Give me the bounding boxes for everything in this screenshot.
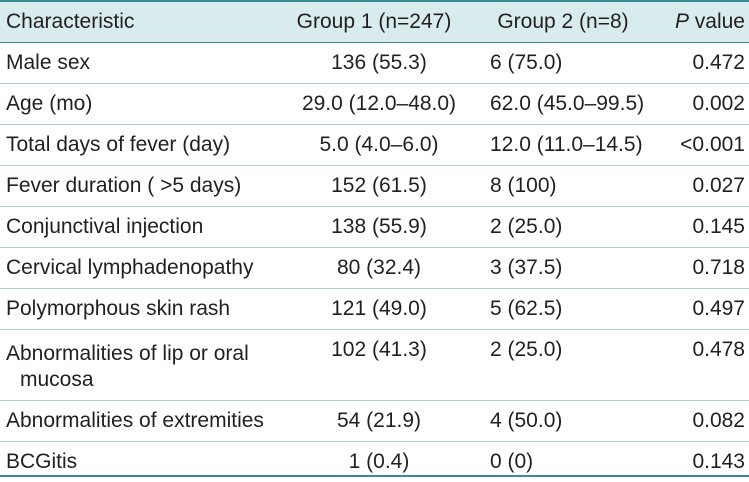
cell-characteristic: Male sex <box>6 50 91 74</box>
cell-group1: 121 (49.0) <box>284 287 464 329</box>
cell-p-value: 0.082 <box>662 399 749 441</box>
cell-group2: 2 (25.0) <box>464 328 662 400</box>
table-row: Polymorphous skin rash 121 (49.0) 5 (62.… <box>0 287 749 329</box>
cell-group2: 4 (50.0) <box>464 399 662 441</box>
cell-group1: 29.0 (12.0–48.0) <box>284 82 464 124</box>
cell-p-value: 0.027 <box>662 164 749 206</box>
cell-characteristic: BCGitis <box>0 440 284 482</box>
table-row: BCGitis 1 (0.4) 0 (0) 0.143 <box>0 440 749 482</box>
header-characteristic: Characteristic <box>0 2 284 43</box>
cell-group1: 80 (32.4) <box>284 246 464 288</box>
cell-group1: 136 (55.3) <box>331 50 427 74</box>
cell-group2: 62.0 (45.0–99.5) <box>464 82 662 124</box>
cell-group1: 1 (0.4) <box>284 440 464 482</box>
header-p-value: P value <box>662 2 749 43</box>
header-p-italic: P <box>674 9 689 33</box>
cell-p-value: 0.472 <box>692 50 745 74</box>
header-p-rest: value <box>688 9 745 33</box>
table-row: Fever duration ( >5 days) 152 (61.5) 8 (… <box>0 164 749 206</box>
table-row: Age (mo) 29.0 (12.0–48.0) 62.0 (45.0–99.… <box>0 82 749 124</box>
cell-characteristic-line2: mucosa <box>20 367 94 391</box>
table-row: Total days of fever (day) 5.0 (4.0–6.0) … <box>0 123 749 165</box>
cell-p-value: 0.478 <box>662 328 749 400</box>
table-body: Male sex 136 (55.3) 6 (75.0) 0.472 Age (… <box>0 42 749 482</box>
cell-characteristic: Cervical lymphadenopathy <box>0 246 284 288</box>
table-row: Conjunctival injection 138 (55.9) 2 (25.… <box>0 205 749 247</box>
cell-p-value: 0.145 <box>662 205 749 247</box>
cell-group2: 12.0 (11.0–14.5) <box>464 123 662 165</box>
header-group1: Group 1 (n=247) <box>284 2 464 43</box>
cell-characteristic: Age (mo) <box>0 82 284 124</box>
cell-group1: 54 (21.9) <box>284 399 464 441</box>
cell-p-value: 0.497 <box>662 287 749 329</box>
cell-group1: 138 (55.9) <box>284 205 464 247</box>
cell-p-value: 0.143 <box>662 440 749 482</box>
header-group2: Group 2 (n=8) <box>464 2 662 43</box>
cell-group2: 2 (25.0) <box>464 205 662 247</box>
cell-group1: 152 (61.5) <box>284 164 464 206</box>
cell-characteristic-line1: Abnormalities of lip or oral <box>6 341 249 365</box>
cell-characteristic: Conjunctival injection <box>0 205 284 247</box>
cell-characteristic: Fever duration ( >5 days) <box>0 164 284 206</box>
table-row: Male sex 136 (55.3) 6 (75.0) 0.472 <box>0 42 749 83</box>
cell-characteristic: Polymorphous skin rash <box>0 287 284 329</box>
cell-p-value: <0.001 <box>662 123 749 165</box>
cell-characteristic: Abnormalities of lip or oral mucosa <box>0 328 284 400</box>
table-row: Abnormalities of lip or oral mucosa 102 … <box>0 328 749 400</box>
cell-characteristic: Total days of fever (day) <box>0 123 284 165</box>
cell-characteristic: Abnormalities of extremities <box>0 399 284 441</box>
table-row: Abnormalities of extremities 54 (21.9) 4… <box>0 399 749 441</box>
cell-group2: 5 (62.5) <box>464 287 662 329</box>
table-row: Cervical lymphadenopathy 80 (32.4) 3 (37… <box>0 246 749 288</box>
table-header: Characteristic Group 1 (n=247) Group 2 (… <box>0 2 749 43</box>
cell-group2: 0 (0) <box>464 440 662 482</box>
cell-group2: 3 (37.5) <box>464 246 662 288</box>
cell-group1: 102 (41.3) <box>284 328 464 400</box>
cell-p-value: 0.002 <box>662 82 749 124</box>
header-row: Characteristic Group 1 (n=247) Group 2 (… <box>0 2 749 43</box>
cell-group2: 8 (100) <box>464 164 662 206</box>
cell-p-value: 0.718 <box>662 246 749 288</box>
cell-group2: 6 (75.0) <box>490 50 563 74</box>
cell-group1: 5.0 (4.0–6.0) <box>284 123 464 165</box>
